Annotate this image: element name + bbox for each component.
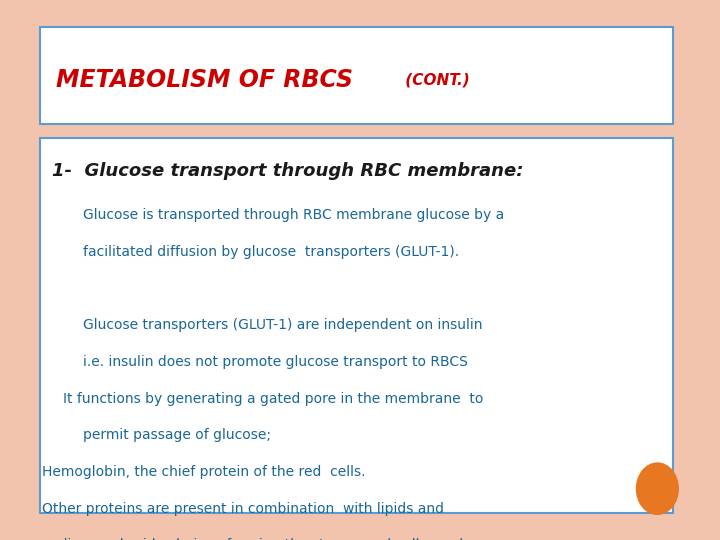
Text: Other proteins are present in combination  with lipids and: Other proteins are present in combinatio… xyxy=(42,502,444,516)
Text: permit passage of glucose;: permit passage of glucose; xyxy=(83,428,271,442)
Ellipse shape xyxy=(636,463,678,514)
FancyBboxPatch shape xyxy=(40,138,673,513)
Text: It functions by generating a gated pore in the membrane  to: It functions by generating a gated pore … xyxy=(63,392,484,406)
Text: Glucose transporters (GLUT-1) are independent on insulin: Glucose transporters (GLUT-1) are indepe… xyxy=(83,318,482,332)
FancyBboxPatch shape xyxy=(40,27,673,124)
Text: oligosaccharide chains,  forming the stroma and cell membrane.: oligosaccharide chains, forming the stro… xyxy=(42,538,504,540)
Text: facilitated diffusion by glucose  transporters (GLUT-1).: facilitated diffusion by glucose transpo… xyxy=(83,245,459,259)
Text: (CONT.): (CONT.) xyxy=(400,73,469,88)
Text: i.e. insulin does not promote glucose transport to RBCS: i.e. insulin does not promote glucose tr… xyxy=(83,355,468,369)
Text: METABOLISM OF RBCS: METABOLISM OF RBCS xyxy=(56,69,353,92)
Text: Hemoglobin, the chief protein of the red  cells.: Hemoglobin, the chief protein of the red… xyxy=(42,465,365,479)
Text: Glucose is transported through RBC membrane glucose by a: Glucose is transported through RBC membr… xyxy=(83,208,504,222)
Text: 1-  Glucose transport through RBC membrane:: 1- Glucose transport through RBC membran… xyxy=(52,162,523,180)
